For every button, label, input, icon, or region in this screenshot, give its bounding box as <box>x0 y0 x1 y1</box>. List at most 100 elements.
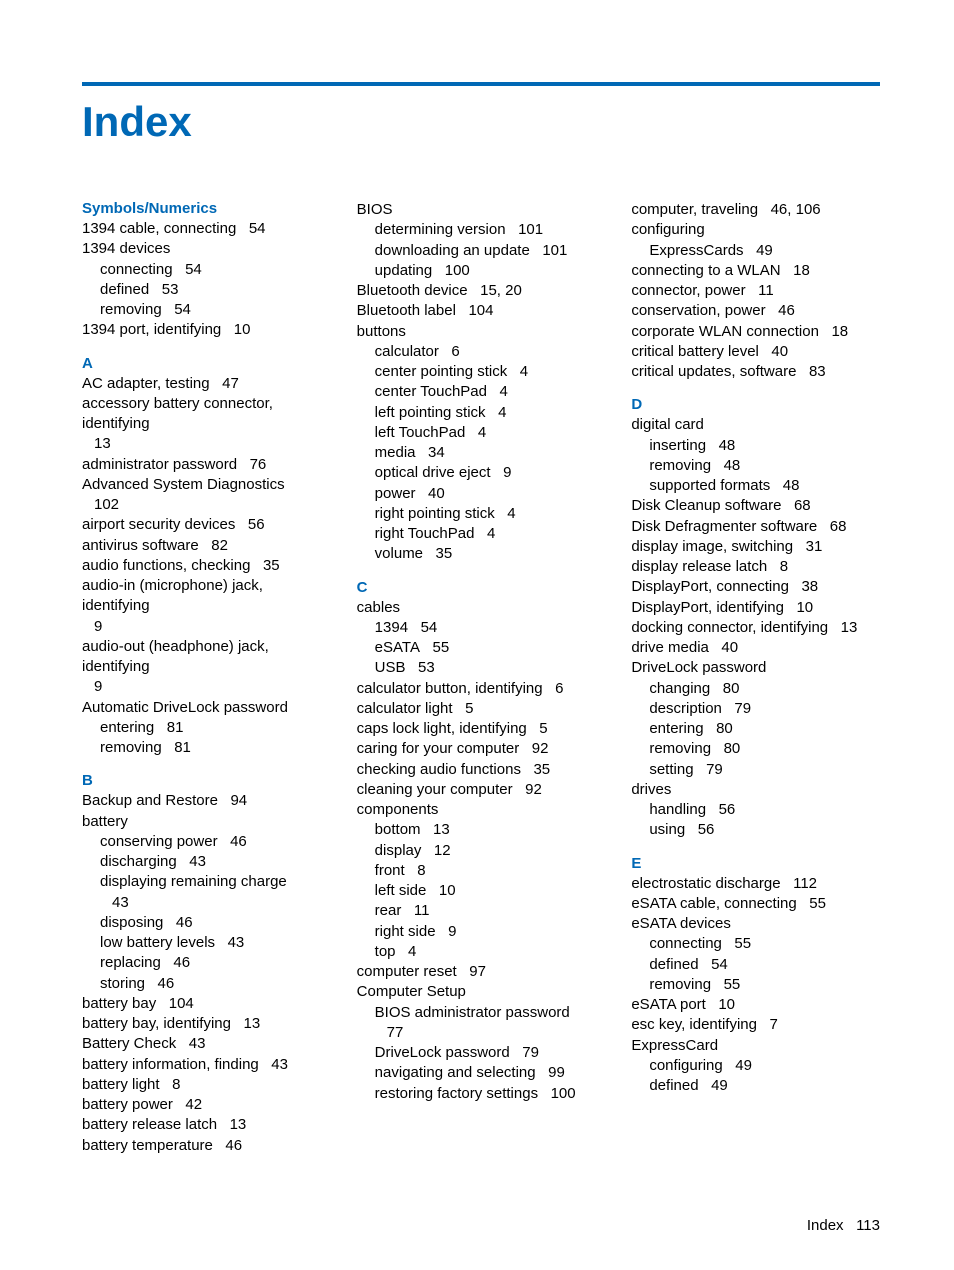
entry-page: 56 <box>698 821 715 838</box>
entry-term: restoring factory settings <box>375 1085 538 1102</box>
entry-page: 4 <box>487 525 495 542</box>
entry-term: low battery levels <box>100 934 215 951</box>
index-entry: digital card <box>631 415 880 435</box>
entry-term: configuring <box>649 1057 722 1074</box>
entry-page: 4 <box>408 943 416 960</box>
entry-term: description <box>649 700 722 717</box>
entry-term: display <box>375 842 422 859</box>
entry-page: 100 <box>551 1085 576 1102</box>
index-columns: Symbols/Numerics1394 cable, connecting 5… <box>82 200 880 1170</box>
entry-page: 54 <box>249 220 266 237</box>
index-entry: battery power 42 <box>82 1095 331 1115</box>
index-entry: Advanced System Diagnostics102 <box>82 475 331 516</box>
entry-term: bottom <box>375 821 421 838</box>
entry-page: 11 <box>414 902 430 919</box>
index-subentry: supported formats 48 <box>631 476 880 496</box>
entry-term: updating <box>375 262 433 279</box>
entry-page: 49 <box>711 1077 728 1094</box>
index-subentry: rear 11 <box>357 901 606 921</box>
entry-term: using <box>649 821 685 838</box>
entry-term: supported formats <box>649 477 770 494</box>
entry-term: cables <box>357 599 400 616</box>
section-heading: C <box>357 579 606 596</box>
section-heading: B <box>82 772 331 789</box>
index-subentry: USB 53 <box>357 658 606 678</box>
entry-term: removing <box>649 740 711 757</box>
index-entry: airport security devices 56 <box>82 515 331 535</box>
index-section: Symbols/Numerics1394 cable, connecting 5… <box>82 200 331 341</box>
index-column: BIOSdetermining version 101downloading a… <box>357 200 606 1170</box>
index-subentry: bottom 13 <box>357 820 606 840</box>
index-section: Ccables1394 54eSATA 55USB 53calculator b… <box>357 579 606 1104</box>
index-subentry: eSATA 55 <box>357 638 606 658</box>
entry-page: 53 <box>418 659 435 676</box>
entry-term: computer, traveling <box>631 201 758 218</box>
index-entry: critical updates, software 83 <box>631 362 880 382</box>
entry-page: 8 <box>417 862 425 879</box>
entry-term: conservation, power <box>631 302 765 319</box>
entry-page: 49 <box>756 242 773 259</box>
entry-page: 12 <box>434 842 451 859</box>
entry-term: ExpressCard <box>631 1037 718 1054</box>
index-subentry: defined 49 <box>631 1076 880 1096</box>
index-subentry: configuring 49 <box>631 1056 880 1076</box>
entry-page: 4 <box>498 404 506 421</box>
entry-term: connecting to a WLAN <box>631 262 780 279</box>
entry-term: right side <box>375 923 436 940</box>
entry-term: computer reset <box>357 963 457 980</box>
index-subentry: storing 46 <box>82 974 331 994</box>
entry-page: 80 <box>723 680 740 697</box>
entry-page: 42 <box>185 1096 202 1113</box>
entry-page: 79 <box>522 1044 539 1061</box>
index-entry: docking connector, identifying 13 <box>631 618 880 638</box>
index-subentry: calculator 6 <box>357 342 606 362</box>
index-entry: electrostatic discharge 112 <box>631 874 880 894</box>
index-subentry: defined 54 <box>631 955 880 975</box>
entry-term: 1394 devices <box>82 240 170 257</box>
index-entry: DriveLock password <box>631 658 880 678</box>
entry-term: optical drive eject <box>375 464 491 481</box>
index-entry: Backup and Restore 94 <box>82 791 331 811</box>
entry-page: 112 <box>793 875 817 892</box>
index-entry: battery <box>82 812 331 832</box>
index-subentry: downloading an update 101 <box>357 241 606 261</box>
entry-page: 79 <box>706 761 723 778</box>
index-entry: Bluetooth device 15, 20 <box>357 281 606 301</box>
entry-term: setting <box>649 761 693 778</box>
entry-page: 13 <box>433 821 450 838</box>
entry-term: caps lock light, identifying <box>357 720 527 737</box>
entry-term: conserving power <box>100 833 218 850</box>
entry-term: display release latch <box>631 558 767 575</box>
index-subentry: top 4 <box>357 942 606 962</box>
entry-term: storing <box>100 975 145 992</box>
entry-term: defined <box>649 1077 698 1094</box>
index-subentry: entering 81 <box>82 718 331 738</box>
entry-term: removing <box>649 457 711 474</box>
entry-page: 104 <box>169 995 194 1012</box>
index-section: BIOSdetermining version 101downloading a… <box>357 200 606 565</box>
entry-page: 40 <box>721 639 738 656</box>
entry-term: 1394 port, identifying <box>82 321 221 338</box>
section-heading: E <box>631 855 880 872</box>
entry-term: antivirus software <box>82 537 199 554</box>
entry-page: 101 <box>542 242 567 259</box>
index-subentry: inserting 48 <box>631 436 880 456</box>
entry-page: 68 <box>830 518 847 535</box>
entry-page: 83 <box>809 363 826 380</box>
entry-term: handling <box>649 801 706 818</box>
index-subentry: center TouchPad 4 <box>357 382 606 402</box>
index-entry: caring for your computer 92 <box>357 739 606 759</box>
index-subentry: removing 55 <box>631 975 880 995</box>
entry-page: 104 <box>468 302 493 319</box>
entry-term: media <box>375 444 416 461</box>
index-subentry: handling 56 <box>631 800 880 820</box>
entry-term: docking connector, identifying <box>631 619 828 636</box>
entry-page: 43 <box>228 934 245 951</box>
index-entry: buttons <box>357 322 606 342</box>
entry-page: 4 <box>520 363 528 380</box>
index-entry: 1394 devices <box>82 239 331 259</box>
entry-term: corporate WLAN connection <box>631 323 819 340</box>
index-entry: Disk Defragmenter software 68 <box>631 517 880 537</box>
entry-term: USB <box>375 659 406 676</box>
entry-page: 4 <box>507 505 515 522</box>
